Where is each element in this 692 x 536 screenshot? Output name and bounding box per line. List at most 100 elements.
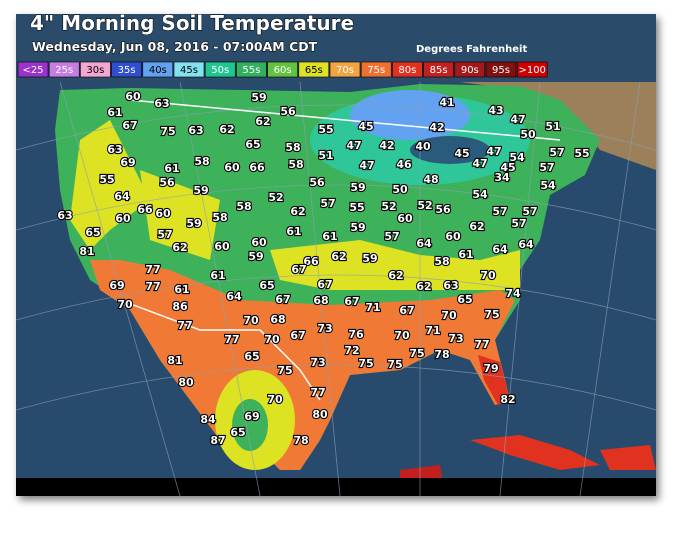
station-value: 70 bbox=[243, 314, 259, 327]
legend-label: 80s bbox=[398, 65, 416, 76]
station-value: 58 bbox=[434, 255, 449, 268]
legend-label: 45s bbox=[180, 65, 198, 76]
legend-swatch bbox=[329, 61, 361, 78]
station-value: 70 bbox=[267, 393, 283, 406]
legend-swatch bbox=[516, 61, 548, 78]
legend-label: 85s bbox=[430, 65, 448, 76]
legend-label: 40s bbox=[149, 65, 167, 76]
station-value: 56 bbox=[309, 176, 325, 189]
station-value: 57 bbox=[492, 205, 507, 218]
station-value: 51 bbox=[318, 149, 333, 162]
station-value: 80 bbox=[312, 408, 328, 421]
station-value: 66 bbox=[249, 161, 265, 174]
station-value: 63 bbox=[57, 209, 72, 222]
legend-swatch bbox=[485, 61, 517, 78]
legend-swatch bbox=[360, 61, 392, 78]
station-value: 57 bbox=[539, 161, 554, 174]
station-value: 57 bbox=[511, 217, 526, 230]
station-value: 75 bbox=[409, 347, 424, 360]
station-value: 47 bbox=[486, 145, 501, 158]
station-value: 42 bbox=[429, 121, 444, 134]
station-value: 57 bbox=[157, 228, 172, 241]
legend-label: 35s bbox=[118, 65, 136, 76]
station-value: 47 bbox=[472, 157, 487, 170]
station-value: 62 bbox=[219, 123, 234, 136]
station-value: 50 bbox=[392, 183, 408, 196]
station-value: 64 bbox=[114, 190, 130, 203]
legend-label: 60s bbox=[274, 65, 292, 76]
station-value: 71 bbox=[365, 301, 380, 314]
station-value: 62 bbox=[255, 115, 270, 128]
station-value: 70 bbox=[441, 309, 457, 322]
station-value: 45 bbox=[500, 161, 515, 174]
station-value: 69 bbox=[120, 156, 135, 169]
station-value: 82 bbox=[500, 393, 515, 406]
station-value: 55 bbox=[99, 173, 114, 186]
station-value: 60 bbox=[224, 161, 240, 174]
station-value: 68 bbox=[270, 313, 285, 326]
station-value: 62 bbox=[469, 220, 484, 233]
station-value: 81 bbox=[79, 245, 94, 258]
legend-swatch bbox=[298, 61, 330, 78]
station-value: 61 bbox=[458, 248, 473, 261]
station-value: 60 bbox=[251, 236, 267, 249]
station-value: 63 bbox=[443, 279, 458, 292]
station-value: 58 bbox=[288, 158, 303, 171]
station-value: 65 bbox=[244, 350, 259, 363]
station-value: 68 bbox=[313, 294, 328, 307]
units-label: Degrees Fahrenheit bbox=[416, 44, 527, 55]
legend-swatch bbox=[392, 61, 423, 78]
station-value: 66 bbox=[137, 203, 153, 216]
station-value: 60 bbox=[445, 230, 461, 243]
station-value: 45 bbox=[454, 147, 469, 160]
legend-swatch bbox=[80, 61, 111, 78]
title: 4" Morning Soil Temperature bbox=[30, 11, 354, 35]
station-value: 75 bbox=[277, 364, 292, 377]
station-value: 47 bbox=[359, 159, 374, 172]
station-value: 64 bbox=[518, 238, 534, 251]
station-value: 77 bbox=[145, 263, 160, 276]
legend-label: 55s bbox=[242, 65, 260, 76]
station-value: 59 bbox=[251, 91, 266, 104]
station-value: 75 bbox=[387, 358, 402, 371]
station-value: 54 bbox=[540, 179, 556, 192]
station-value: 61 bbox=[286, 225, 301, 238]
station-value: 58 bbox=[212, 211, 227, 224]
legend-swatch bbox=[17, 61, 49, 78]
legend-label: 25s bbox=[55, 65, 73, 76]
station-value: 67 bbox=[291, 263, 306, 276]
station-value: 77 bbox=[145, 280, 160, 293]
station-value: 69 bbox=[109, 279, 124, 292]
station-value: 61 bbox=[210, 269, 225, 282]
station-value: 48 bbox=[423, 173, 438, 186]
station-value: 52 bbox=[381, 200, 396, 213]
station-value: 64 bbox=[416, 237, 432, 250]
station-value: 63 bbox=[188, 124, 203, 137]
station-value: 86 bbox=[172, 300, 188, 313]
legend-swatch bbox=[454, 61, 486, 78]
station-value: 72 bbox=[344, 344, 359, 357]
legend-swatch bbox=[142, 61, 174, 78]
station-value: 87 bbox=[210, 434, 225, 447]
station-value: 51 bbox=[545, 120, 560, 133]
station-value: 60 bbox=[214, 240, 230, 253]
station-value: 65 bbox=[457, 293, 472, 306]
legend-label: <25 bbox=[22, 65, 43, 76]
station-value: 71 bbox=[425, 324, 440, 337]
station-value: 55 bbox=[349, 201, 364, 214]
station-value: 67 bbox=[317, 278, 332, 291]
station-value: 67 bbox=[344, 295, 359, 308]
station-value: 65 bbox=[259, 279, 274, 292]
station-value: 76 bbox=[348, 328, 364, 341]
station-value: 67 bbox=[122, 119, 137, 132]
legend-label: >100 bbox=[518, 65, 545, 76]
station-value: 57 bbox=[522, 205, 537, 218]
station-value: 70 bbox=[264, 333, 280, 346]
station-value: 77 bbox=[177, 319, 192, 332]
station-value: 40 bbox=[415, 140, 431, 153]
station-value: 54 bbox=[509, 151, 525, 164]
station-value: 63 bbox=[107, 143, 122, 156]
station-value: 46 bbox=[396, 158, 412, 171]
station-value: 52 bbox=[417, 199, 432, 212]
